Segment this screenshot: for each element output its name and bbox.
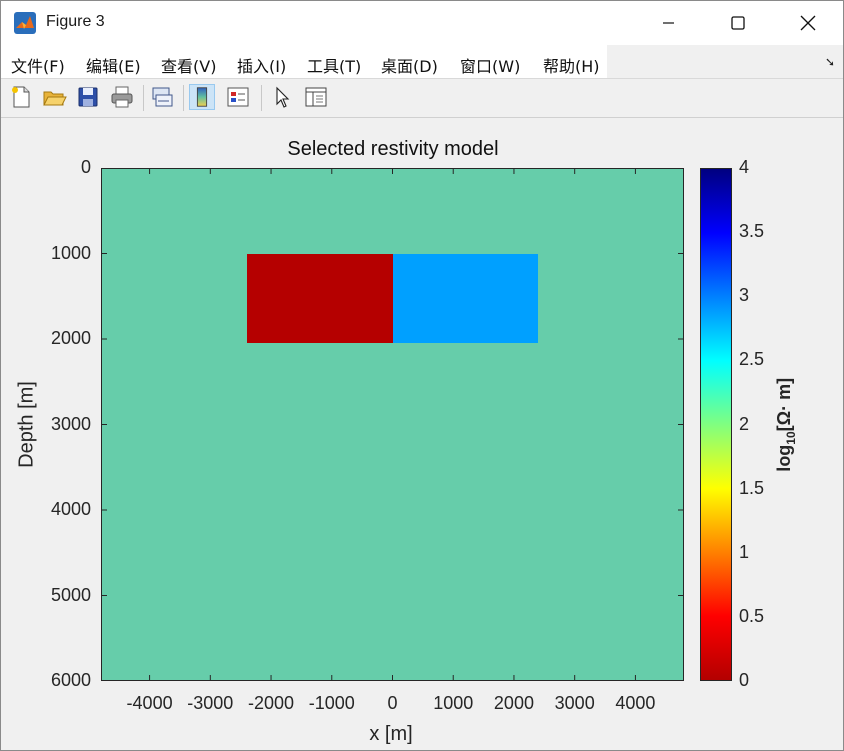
colorbar-label-subscript: 10 [783, 431, 798, 445]
colorbar-tick-label: 4 [739, 157, 750, 177]
y-tick-label: 4000 [50, 499, 91, 519]
link-plot-icon[interactable] [149, 84, 175, 110]
menu-bar: 文件(F) 编辑(E) 查看(V) 插入(I) 工具(T) 桌面(D) 窗口(W… [1, 45, 843, 79]
x-tick-label: 4000 [615, 693, 656, 713]
y-axis-label: Depth [m] [15, 381, 38, 468]
property-inspector-icon[interactable] [303, 84, 329, 110]
colorbar-tick-label: 3.5 [739, 221, 765, 242]
save-icon[interactable] [75, 84, 101, 110]
x-tick-label: -3000 [187, 693, 234, 713]
heatmap-axes[interactable] [101, 168, 684, 681]
edit-plot-arrow-icon[interactable] [269, 84, 295, 110]
model-block-0 [246, 253, 393, 344]
colorbar-tick-label: 2 [739, 413, 750, 434]
menu-tools[interactable]: 工具(T) [307, 57, 362, 76]
y-tick-label: 1000 [50, 242, 91, 263]
menu-insert[interactable]: 插入(I) [237, 57, 287, 76]
new-figure-icon[interactable] [8, 84, 34, 110]
colorbar-tick-label: 2.5 [739, 349, 765, 370]
matlab-logo-icon [14, 12, 36, 34]
close-button[interactable] [785, 1, 831, 45]
colorbar-label-unit: [Ω· m] [774, 377, 795, 432]
toolbar-separator [261, 85, 262, 111]
dock-arrow-icon[interactable]: ➘ [825, 55, 836, 69]
menu-window[interactable]: 窗口(W) [460, 57, 521, 76]
open-file-icon[interactable] [41, 84, 67, 110]
x-tick-label: -2000 [248, 693, 295, 713]
colorbar-tick-label: 1 [739, 541, 750, 562]
menu-edit[interactable]: 编辑(E) [86, 57, 141, 76]
title-bar: Figure 3 [1, 1, 843, 45]
y-tick-label: 5000 [50, 584, 91, 605]
toolbar-separator [183, 85, 184, 111]
x-tick-label: 3000 [554, 693, 595, 713]
menubar-filler [607, 45, 843, 78]
x-axis-label: x [m] [369, 723, 413, 745]
menu-file[interactable]: 文件(F) [11, 57, 65, 76]
y-tick-label: 3000 [50, 413, 91, 434]
window-title: Figure 3 [46, 13, 105, 30]
colorbar-tick-label: 1.5 [739, 477, 765, 498]
legend-icon[interactable] [225, 84, 251, 110]
x-tick-label: 0 [387, 693, 398, 713]
menu-desktop[interactable]: 桌面(D) [381, 57, 438, 76]
colorbar-tick-label: 0.5 [739, 605, 765, 626]
y-tick-label: 2000 [50, 328, 91, 348]
figure-toolbar [1, 79, 843, 118]
x-tick-label: -1000 [308, 693, 355, 713]
colorbar-tick-label: 3 [739, 285, 750, 306]
minimize-button[interactable] [645, 1, 691, 45]
colorbar-label-base: log [774, 444, 795, 472]
x-tick-label: 1000 [433, 693, 474, 713]
x-tick-label: -4000 [126, 693, 173, 713]
colorbar-tick-label: 0 [739, 670, 750, 690]
x-tick-label: 2000 [493, 693, 534, 713]
axis-ticks [101, 168, 684, 681]
print-icon[interactable] [109, 84, 135, 110]
y-tick-label: 0 [80, 157, 91, 177]
colorbar-label: log10[Ω· m] [774, 370, 798, 480]
maximize-button[interactable] [715, 1, 761, 45]
colorbar-icon[interactable] [189, 84, 215, 110]
menu-help[interactable]: 帮助(H) [543, 57, 600, 76]
plot-title: Selected restivity model [287, 138, 499, 160]
toolbar-separator [143, 85, 144, 111]
y-tick-label: 6000 [50, 670, 91, 690]
menu-view[interactable]: 查看(V) [161, 57, 217, 76]
colorbar[interactable] [700, 168, 732, 681]
model-block-1 [392, 253, 539, 344]
